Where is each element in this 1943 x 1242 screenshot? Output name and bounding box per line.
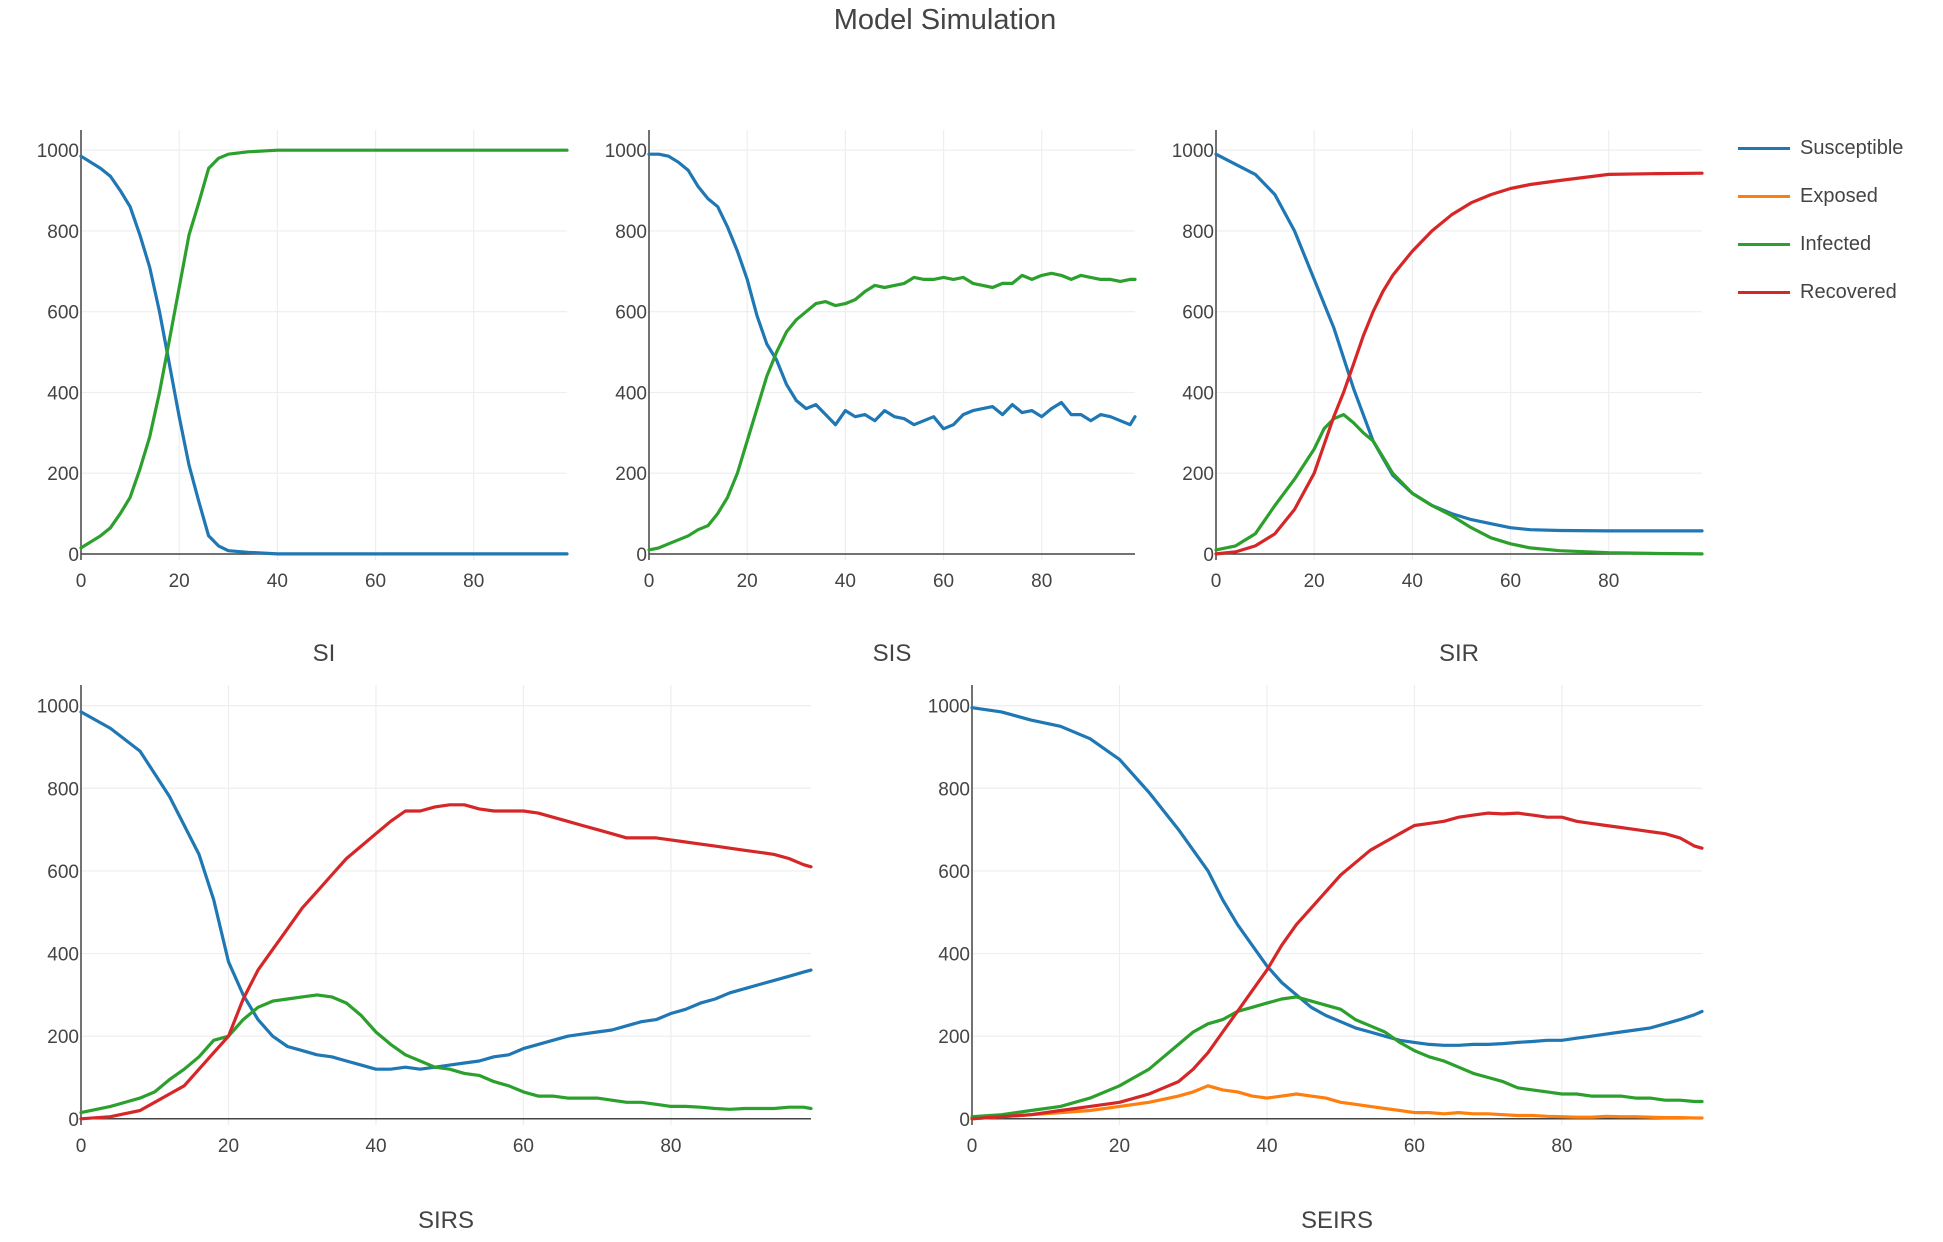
subplot-title: SEIRS (1301, 1207, 1373, 1234)
y-tick-label: 0 (636, 545, 647, 566)
x-tick-label: 0 (967, 1136, 978, 1157)
y-tick-label: 200 (47, 464, 79, 485)
y-tick-label: 200 (938, 1027, 970, 1048)
series-line-susceptible (79, 154, 569, 556)
legend-item-recovered[interactable]: Recovered (1738, 268, 1938, 316)
legend-swatch-susceptible (1738, 146, 1790, 150)
y-tick-label: 400 (615, 383, 647, 404)
y-tick-label: 800 (615, 222, 647, 243)
x-tick-label: 40 (365, 1136, 386, 1157)
series-line-infected (970, 995, 1704, 1119)
legend-swatch-infected (1738, 242, 1790, 246)
series-line-infected (79, 993, 813, 1115)
legend-label-exposed: Exposed (1800, 184, 1878, 207)
legend-item-susceptible[interactable]: Susceptible (1738, 124, 1938, 172)
series-line-recovered (79, 803, 813, 1121)
legend-swatch-recovered (1738, 290, 1790, 294)
legend-item-infected[interactable]: Infected (1738, 220, 1938, 268)
legend-label-infected: Infected (1800, 232, 1872, 255)
series-line-susceptible (647, 152, 1137, 431)
y-tick-label: 1000 (605, 141, 647, 162)
x-tick-label: 80 (1598, 571, 1619, 592)
y-tick-label: 600 (938, 862, 970, 883)
x-tick-label: 60 (365, 571, 386, 592)
y-tick-label: 600 (1182, 303, 1214, 324)
x-tick-label: 40 (267, 571, 288, 592)
legend-swatch-exposed (1738, 194, 1790, 198)
subplot-title: SI (313, 640, 336, 667)
series-line-recovered (1214, 171, 1704, 556)
x-tick-label: 80 (463, 571, 484, 592)
y-tick-label: 1000 (928, 697, 970, 718)
x-tick-label: 0 (76, 571, 87, 592)
x-tick-label: 0 (644, 571, 655, 592)
y-tick-label: 1000 (37, 141, 79, 162)
series-line-susceptible (79, 710, 813, 1071)
legend-label-recovered: Recovered (1800, 280, 1897, 303)
x-tick-label: 60 (933, 571, 954, 592)
series-line-susceptible (970, 706, 1704, 1047)
x-tick-label: 60 (1500, 571, 1521, 592)
series-line-recovered (970, 811, 1704, 1121)
series-line-infected (1214, 413, 1704, 556)
y-tick-label: 600 (615, 303, 647, 324)
series-line-exposed (970, 1084, 1704, 1121)
y-tick-label: 200 (47, 1027, 79, 1048)
y-tick-label: 1000 (37, 697, 79, 718)
y-tick-label: 800 (47, 222, 79, 243)
series-line-infected (647, 271, 1137, 552)
x-tick-label: 20 (218, 1136, 239, 1157)
x-tick-label: 80 (660, 1136, 681, 1157)
y-tick-label: 200 (1182, 464, 1214, 485)
y-tick-label: 0 (1203, 545, 1214, 566)
x-tick-label: 40 (1402, 571, 1423, 592)
x-tick-label: 0 (76, 1136, 87, 1157)
x-tick-label: 20 (169, 571, 190, 592)
x-tick-label: 40 (1256, 1136, 1277, 1157)
x-tick-label: 60 (513, 1136, 534, 1157)
x-tick-label: 0 (1211, 571, 1222, 592)
x-tick-label: 20 (1304, 571, 1325, 592)
figure-title: Model Simulation (833, 4, 1057, 36)
x-tick-label: 40 (835, 571, 856, 592)
legend-label-susceptible: Susceptible (1800, 136, 1904, 159)
y-tick-label: 800 (47, 779, 79, 800)
y-tick-label: 600 (47, 862, 79, 883)
legend-item-exposed[interactable]: Exposed (1738, 172, 1938, 220)
subplot-title: SIR (1439, 640, 1479, 667)
x-tick-label: 60 (1404, 1136, 1425, 1157)
y-tick-label: 800 (1182, 222, 1214, 243)
series-line-infected (79, 148, 569, 550)
x-tick-label: 80 (1031, 571, 1052, 592)
y-tick-label: 800 (938, 779, 970, 800)
y-tick-label: 200 (615, 464, 647, 485)
y-tick-label: 400 (938, 945, 970, 966)
x-tick-label: 20 (1109, 1136, 1130, 1157)
y-tick-label: 400 (47, 383, 79, 404)
y-tick-label: 1000 (1172, 141, 1214, 162)
x-tick-label: 20 (737, 571, 758, 592)
y-tick-label: 0 (959, 1110, 970, 1131)
y-tick-label: 600 (47, 303, 79, 324)
legend: Susceptible Exposed Infected Recovered (1738, 124, 1938, 316)
y-tick-label: 400 (1182, 383, 1214, 404)
y-tick-label: 400 (47, 945, 79, 966)
y-tick-label: 0 (68, 545, 79, 566)
x-tick-label: 80 (1551, 1136, 1572, 1157)
subplot-title: SIS (873, 640, 912, 667)
y-tick-label: 0 (68, 1110, 79, 1131)
subplot-title: SIRS (418, 1207, 474, 1234)
